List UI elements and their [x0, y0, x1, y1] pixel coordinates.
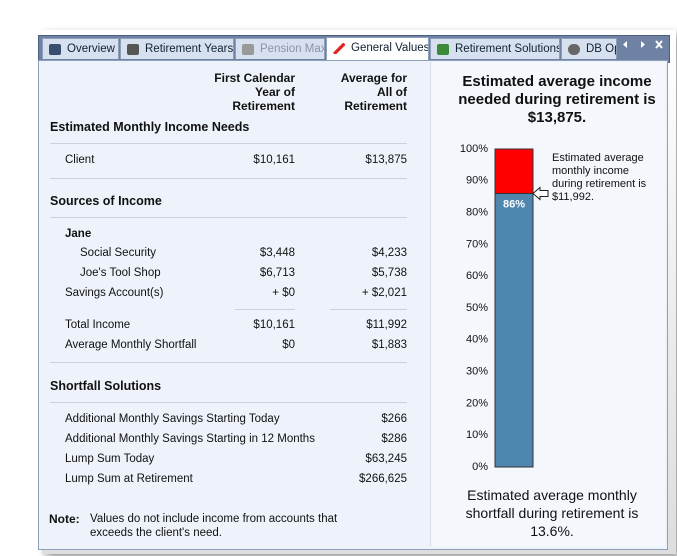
y-tick-label: 90% [466, 175, 488, 187]
tab-label: Retirement Years [145, 43, 234, 55]
tab[interactable]: Pension Max [235, 38, 325, 59]
y-tick-label: 80% [466, 207, 488, 219]
tab[interactable]: Retirement Years [120, 38, 234, 59]
cell: $286 [381, 433, 407, 445]
close[interactable] [655, 40, 663, 49]
cell: $10,161 [253, 319, 295, 331]
tab-label: Overview [67, 43, 115, 55]
row-label: Joe's Tool Shop [80, 267, 161, 279]
section-title: Shortfall Solutions [50, 379, 162, 393]
row-label: Total Income [65, 319, 131, 331]
row-label: Lump Sum at Retirement [65, 473, 193, 485]
value-label: 86% [503, 198, 525, 210]
header-line: Average for [340, 71, 407, 85]
bar [494, 193, 534, 468]
separator [50, 178, 407, 179]
tab-label: Retirement Solutions [455, 43, 560, 55]
y-tick-label: 0% [472, 461, 488, 473]
y-tick-label: 60% [466, 270, 488, 282]
y-tick-label: 50% [466, 302, 488, 314]
tab-label: Pension Max [260, 43, 325, 55]
cell: $3,448 [259, 247, 295, 259]
cell: $5,738 [371, 267, 407, 279]
cell: + $0 [272, 287, 295, 299]
cell: $266 [381, 413, 407, 425]
y-tick-label: 30% [466, 366, 488, 378]
row-label: Additional Monthly Savings Starting in 1… [65, 433, 315, 445]
y-tick-label: 40% [466, 334, 488, 346]
separator [50, 402, 407, 403]
header-line: Year of [254, 85, 295, 99]
cell: $10,161 [253, 154, 295, 166]
annotation-arrow [532, 186, 549, 201]
scroll-right[interactable] [641, 41, 645, 48]
separator [50, 362, 407, 363]
row-label: Lump Sum Today [65, 453, 155, 465]
tab[interactable]: General Values [326, 37, 429, 60]
y-tick-label: 10% [466, 429, 488, 441]
row-label: Social Security [80, 247, 157, 259]
note-text: Values do not include income from accoun… [90, 513, 338, 539]
y-tick-label: 70% [466, 238, 488, 250]
scroll-left[interactable] [623, 41, 627, 48]
cell: $63,245 [365, 453, 407, 465]
row-label: Additional Monthly Savings Starting Toda… [65, 413, 280, 425]
y-tick-label: 20% [466, 397, 488, 409]
chart-footer: Estimated average monthly shortfall duri… [465, 487, 639, 539]
cell: $13,875 [365, 154, 407, 166]
header-line: All of [377, 85, 407, 99]
section-title: Sources of Income [50, 194, 162, 208]
header-line: First Calendar [214, 71, 295, 85]
tab-controls [623, 40, 663, 49]
column-header: First Calendar Year of Retirement [180, 71, 295, 113]
person: Jane [65, 228, 92, 240]
tab-label: DB Op [586, 43, 616, 55]
column-header: Average for All of Retirement [300, 71, 407, 113]
header-line: Retirement [232, 99, 295, 113]
y-tick-label: 100% [460, 143, 488, 155]
cell: $1,883 [371, 339, 407, 351]
row-label: Average Monthly Shortfall [65, 339, 197, 351]
tab[interactable]: DB Op [561, 38, 617, 59]
chart-title: Estimated average income needed during r… [458, 73, 656, 126]
annotation: Estimated average monthly income during … [552, 152, 647, 203]
shortfall-bar [494, 148, 534, 195]
separator [50, 143, 407, 144]
section-title: Estimated Monthly Income Needs [50, 120, 250, 134]
right-panel [430, 62, 665, 546]
cell: $0 [282, 339, 295, 351]
cell: $6,713 [259, 267, 295, 279]
cell: + $2,021 [361, 287, 407, 299]
row-label: Savings Account(s) [65, 287, 164, 299]
tab[interactable]: Retirement Solutions [430, 38, 560, 59]
cell: $266,625 [359, 473, 407, 485]
row-label: Client [65, 154, 95, 166]
cell: $4,233 [371, 247, 407, 259]
separator [50, 217, 407, 218]
tab-label: General Values [351, 42, 429, 54]
sum-line [235, 309, 295, 310]
header-line: Retirement [344, 99, 407, 113]
sum-line [330, 309, 407, 310]
note-label: Note: [49, 512, 80, 526]
tab[interactable]: Overview [42, 38, 119, 59]
cell: $11,992 [366, 319, 407, 331]
